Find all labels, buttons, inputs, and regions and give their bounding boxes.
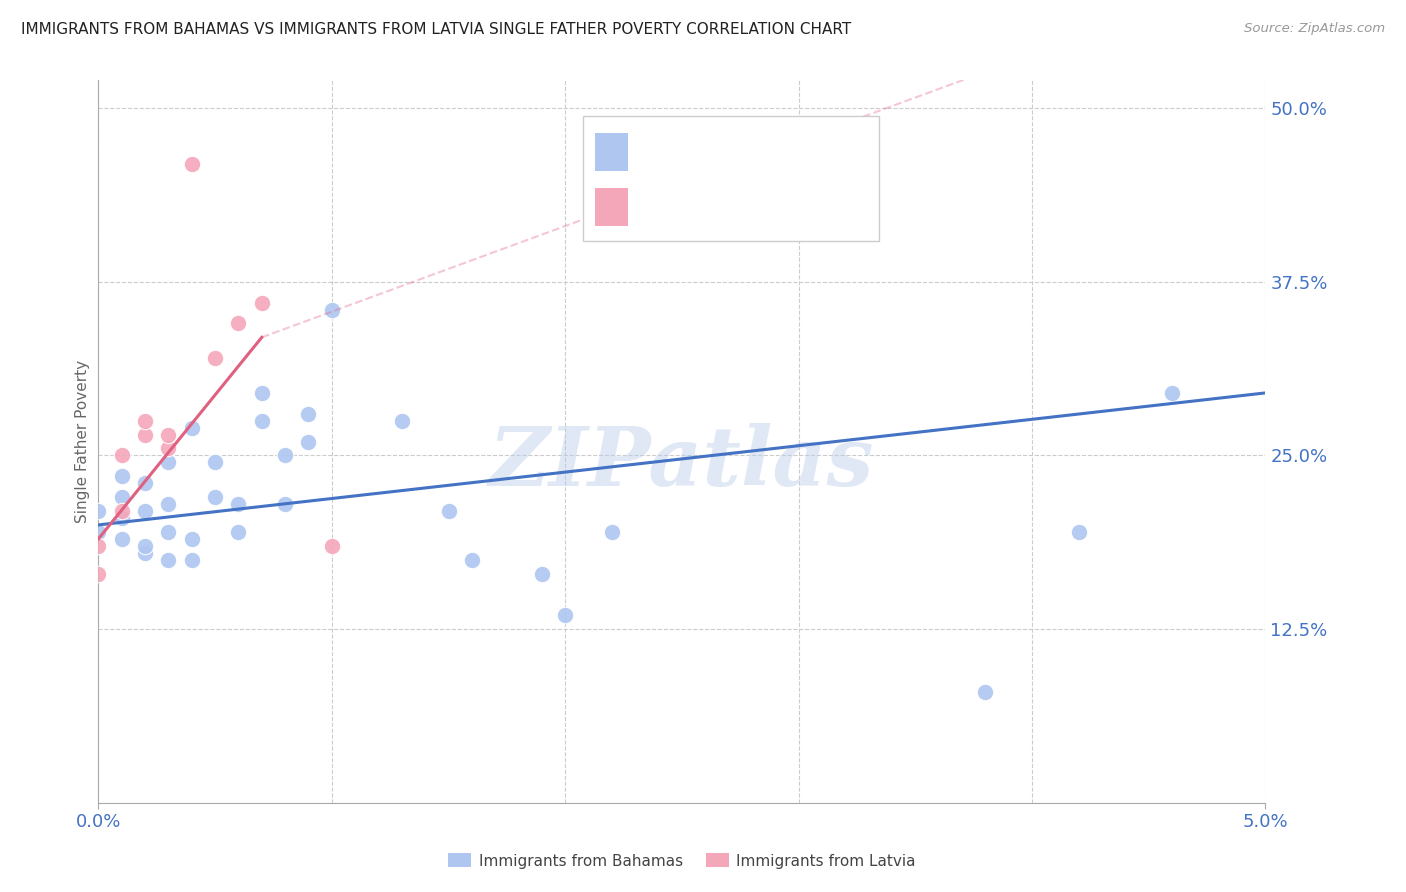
- Point: [134, 546, 156, 560]
- Point: [180, 420, 202, 434]
- Point: [228, 524, 250, 539]
- Point: [180, 532, 202, 546]
- Point: [111, 511, 134, 525]
- Point: [228, 497, 250, 511]
- Point: [974, 684, 997, 698]
- Point: [111, 490, 134, 504]
- Text: ZIPatlas: ZIPatlas: [489, 423, 875, 503]
- FancyBboxPatch shape: [595, 134, 627, 171]
- Point: [157, 524, 180, 539]
- Point: [157, 442, 180, 456]
- Point: [228, 317, 250, 331]
- Point: [111, 504, 134, 518]
- Point: [111, 449, 134, 463]
- Point: [391, 414, 413, 428]
- Point: [87, 504, 110, 518]
- Point: [134, 539, 156, 553]
- Point: [274, 449, 297, 463]
- Text: Source: ZipAtlas.com: Source: ZipAtlas.com: [1244, 22, 1385, 36]
- Point: [134, 427, 156, 442]
- Point: [111, 469, 134, 483]
- Point: [87, 566, 110, 581]
- Point: [250, 385, 273, 400]
- Point: [321, 539, 343, 553]
- Text: IMMIGRANTS FROM BAHAMAS VS IMMIGRANTS FROM LATVIA SINGLE FATHER POVERTY CORRELAT: IMMIGRANTS FROM BAHAMAS VS IMMIGRANTS FR…: [21, 22, 852, 37]
- FancyBboxPatch shape: [583, 116, 879, 241]
- Point: [87, 539, 110, 553]
- Point: [134, 414, 156, 428]
- Point: [180, 156, 202, 170]
- Point: [204, 455, 226, 469]
- Point: [297, 407, 319, 421]
- Text: N = 37: N = 37: [769, 142, 837, 160]
- Point: [157, 552, 180, 566]
- Legend: Immigrants from Bahamas, Immigrants from Latvia: Immigrants from Bahamas, Immigrants from…: [441, 847, 922, 875]
- Point: [530, 566, 553, 581]
- Point: [250, 414, 273, 428]
- Point: [1067, 524, 1090, 539]
- Text: R = 0.331: R = 0.331: [640, 197, 730, 215]
- Point: [554, 608, 576, 623]
- Point: [157, 497, 180, 511]
- Point: [87, 524, 110, 539]
- Point: [1161, 385, 1184, 400]
- Point: [250, 295, 273, 310]
- Point: [461, 552, 484, 566]
- Point: [204, 351, 226, 366]
- Text: R = 0.291: R = 0.291: [640, 142, 730, 160]
- FancyBboxPatch shape: [595, 188, 627, 226]
- Point: [600, 524, 623, 539]
- Point: [134, 476, 156, 491]
- Point: [157, 427, 180, 442]
- Point: [204, 490, 226, 504]
- Point: [274, 497, 297, 511]
- Point: [321, 302, 343, 317]
- Text: N = 13: N = 13: [769, 197, 837, 215]
- Point: [297, 434, 319, 449]
- Y-axis label: Single Father Poverty: Single Father Poverty: [75, 360, 90, 523]
- Point: [437, 504, 460, 518]
- Point: [111, 532, 134, 546]
- Point: [157, 455, 180, 469]
- Point: [134, 504, 156, 518]
- Point: [180, 552, 202, 566]
